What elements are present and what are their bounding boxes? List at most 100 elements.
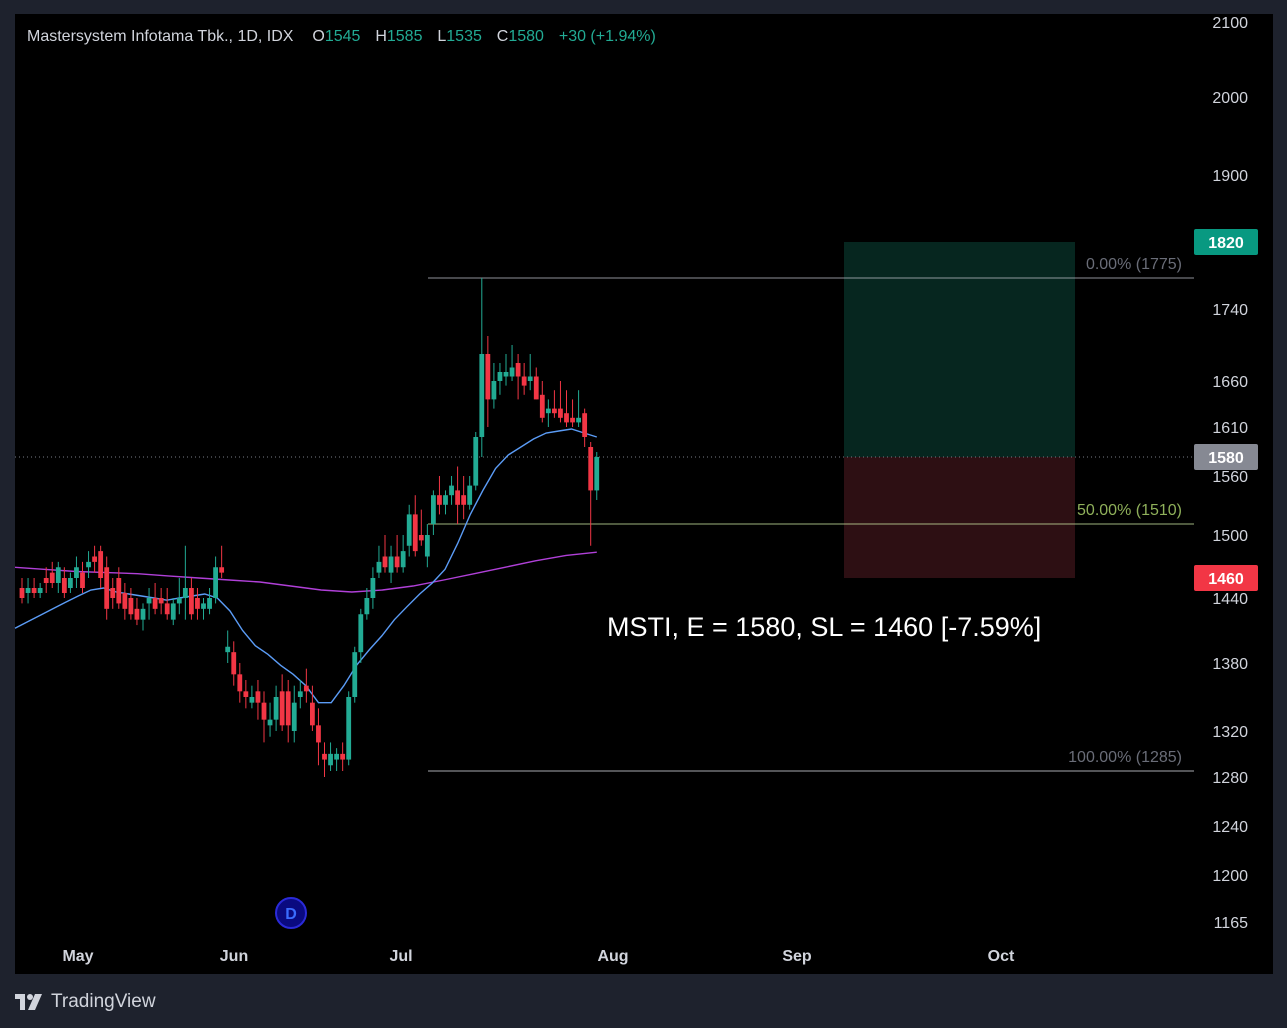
candle-body [164, 603, 170, 615]
candle-body [491, 381, 497, 400]
symbol-legend: Mastersystem Infotama Tbk., 1D, IDX O154… [27, 28, 656, 46]
candle [509, 345, 515, 381]
y-axis-tick-label: 1165 [1214, 915, 1249, 932]
candle-body [207, 598, 212, 609]
candle [352, 646, 358, 703]
candle-body [55, 567, 61, 583]
candle [400, 535, 406, 573]
candle-body [340, 753, 346, 760]
candle [49, 561, 55, 588]
candle-body [219, 567, 225, 573]
candle [539, 381, 545, 423]
y-axis-tick-label: 1380 [1212, 656, 1248, 673]
candle [176, 578, 182, 615]
slow-moving-average-line [14, 551, 597, 593]
candle-body [86, 561, 91, 568]
price-badge-label: 1460 [1208, 571, 1244, 588]
candle-body [249, 697, 255, 703]
candle [116, 567, 122, 609]
footer-brand[interactable]: TradingView [15, 990, 156, 1014]
candle [316, 708, 321, 766]
candle [189, 578, 194, 620]
candle [297, 680, 303, 709]
x-axis-tick-label: Jun [220, 948, 248, 965]
tradingview-logo-icon [15, 994, 42, 1010]
candle [412, 495, 418, 557]
candle [545, 399, 551, 427]
candle-body [558, 408, 563, 418]
candle [449, 476, 454, 505]
candle-body [412, 514, 418, 552]
candle-body [49, 572, 55, 583]
x-axis-tick-label: Aug [597, 948, 628, 965]
candle [279, 674, 285, 731]
candle-body [382, 556, 388, 568]
candle [74, 556, 79, 588]
candle [376, 545, 382, 578]
candle [467, 476, 473, 510]
candle-body [485, 354, 491, 400]
price-badge-label: 1820 [1208, 235, 1244, 252]
candle [322, 742, 327, 777]
y-axis-tick-label: 1610 [1212, 420, 1248, 437]
candle-body [213, 567, 218, 598]
candle [515, 354, 521, 400]
candle-body [98, 551, 104, 578]
fib-level-label: 50.00% (1510) [1077, 502, 1182, 519]
price-badge-stop: 1460 [1194, 565, 1258, 591]
candle-body [158, 598, 164, 604]
candle-body [322, 753, 327, 760]
candle [570, 399, 575, 427]
open-label: O [312, 28, 325, 45]
y-axis-tick-label: 2000 [1212, 90, 1248, 107]
candle-body [297, 691, 303, 697]
candle-body [31, 588, 37, 593]
candle [564, 390, 569, 427]
x-axis-tick-label: Sep [782, 948, 812, 965]
candle-body [437, 495, 442, 505]
candle-body [225, 646, 231, 653]
candle [152, 583, 158, 615]
candle [582, 408, 588, 447]
price-badge-target: 1820 [1194, 229, 1258, 255]
candle [394, 535, 400, 573]
dividend-marker-label: D [285, 906, 297, 923]
candle-body [285, 691, 291, 726]
candle [334, 748, 339, 771]
dividend-marker-icon[interactable]: D [275, 897, 307, 929]
candle-body [449, 485, 454, 496]
candle-body [273, 697, 279, 720]
candle-body [455, 490, 460, 505]
candle-body [122, 593, 128, 609]
candle [128, 588, 134, 620]
candle-body [443, 495, 448, 505]
candle-body [515, 363, 521, 377]
candle [346, 691, 352, 766]
candle-body [261, 702, 267, 720]
candle-body [255, 691, 261, 703]
candle-body [152, 598, 158, 609]
candle-body [473, 437, 479, 486]
candle [406, 504, 412, 557]
candle [140, 603, 146, 631]
y-axis-tick-label: 1660 [1212, 374, 1248, 391]
candle [437, 476, 442, 515]
stop-zone [844, 457, 1075, 578]
candle [303, 668, 309, 703]
candle-body [352, 652, 358, 697]
candle [521, 363, 527, 395]
candle [195, 588, 200, 620]
high-label: H [375, 28, 387, 45]
candle-body [267, 719, 273, 726]
candle-body [521, 376, 527, 386]
candle-body [201, 603, 206, 609]
candle [576, 390, 581, 427]
candle [431, 490, 436, 535]
candle [19, 578, 25, 604]
candle-body [128, 598, 134, 615]
candle [207, 588, 212, 615]
candle-body [176, 598, 182, 604]
x-axis-tick-label: Oct [988, 948, 1015, 965]
candle [110, 578, 116, 609]
